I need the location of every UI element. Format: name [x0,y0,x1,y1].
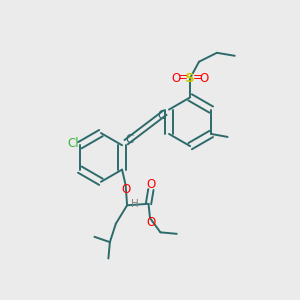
Text: S: S [185,72,195,85]
Text: O: O [147,178,156,191]
Text: =: = [193,71,202,84]
Text: O: O [146,216,155,229]
Text: C: C [157,109,166,122]
Text: O: O [121,183,130,196]
Text: O: O [200,72,209,85]
Text: Cl: Cl [68,137,79,150]
Text: =: = [178,71,188,84]
Text: O: O [171,72,181,85]
Text: H: H [131,199,138,209]
Text: C: C [125,133,134,146]
